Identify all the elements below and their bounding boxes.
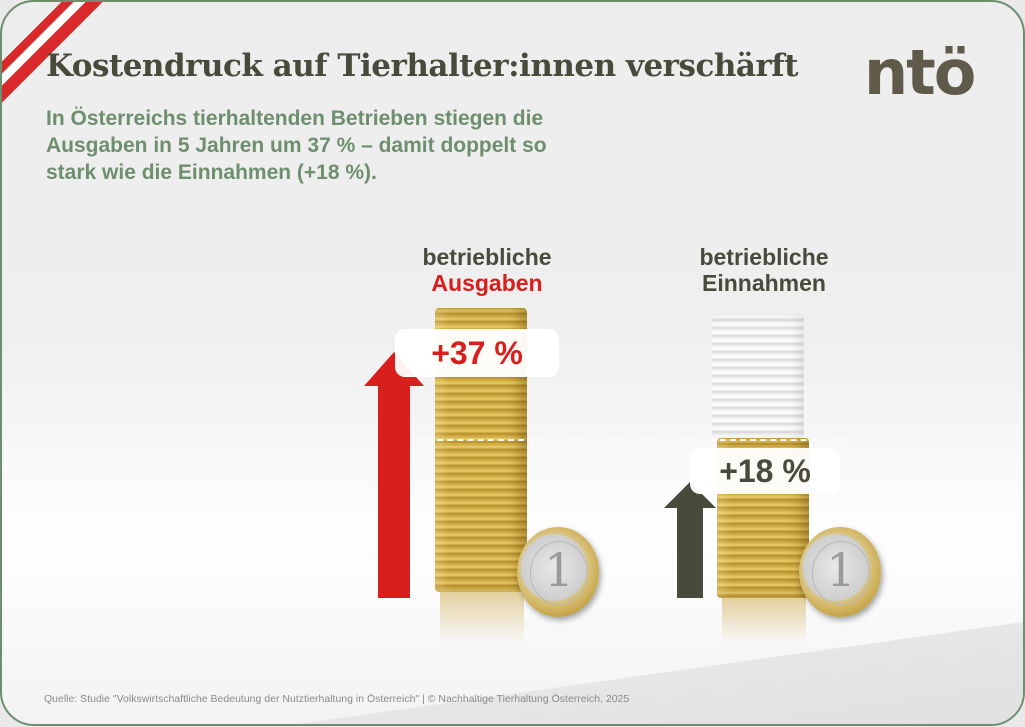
coin-stack-reflection bbox=[440, 592, 524, 642]
nto-logo: ntö bbox=[864, 36, 976, 109]
value-badge-revenue: +18 % bbox=[690, 448, 840, 494]
category-label-expenses: betriebliche Ausgaben bbox=[397, 244, 577, 296]
category-label-line2: Ausgaben bbox=[431, 270, 543, 296]
coin-stack-revenue-ghost bbox=[712, 314, 804, 438]
arrow-up-icon bbox=[664, 482, 716, 598]
euro-coin-icon: 1 bbox=[517, 527, 599, 617]
category-label-line1: betriebliche bbox=[422, 244, 552, 270]
category-label-revenue: betriebliche Einnahmen bbox=[674, 244, 854, 296]
euro-coin-icon: 1 bbox=[799, 527, 881, 617]
value-badge-expenses: +37 % bbox=[395, 329, 559, 377]
page-title: Kostendruck auf Tierhalter:innen verschä… bbox=[46, 48, 798, 84]
category-label-line2: Einnahmen bbox=[702, 270, 826, 296]
source-footnote: Quelle: Studie "Volkswirtschaftliche Bed… bbox=[44, 693, 630, 705]
coin-stack-reflection bbox=[722, 598, 806, 642]
page-subtitle: In Österreichs tierhaltenden Betrieben s… bbox=[46, 107, 547, 184]
category-label-line1: betriebliche bbox=[699, 244, 829, 270]
baseline-dashed-line bbox=[417, 439, 847, 441]
arrow-up-icon bbox=[364, 352, 424, 598]
